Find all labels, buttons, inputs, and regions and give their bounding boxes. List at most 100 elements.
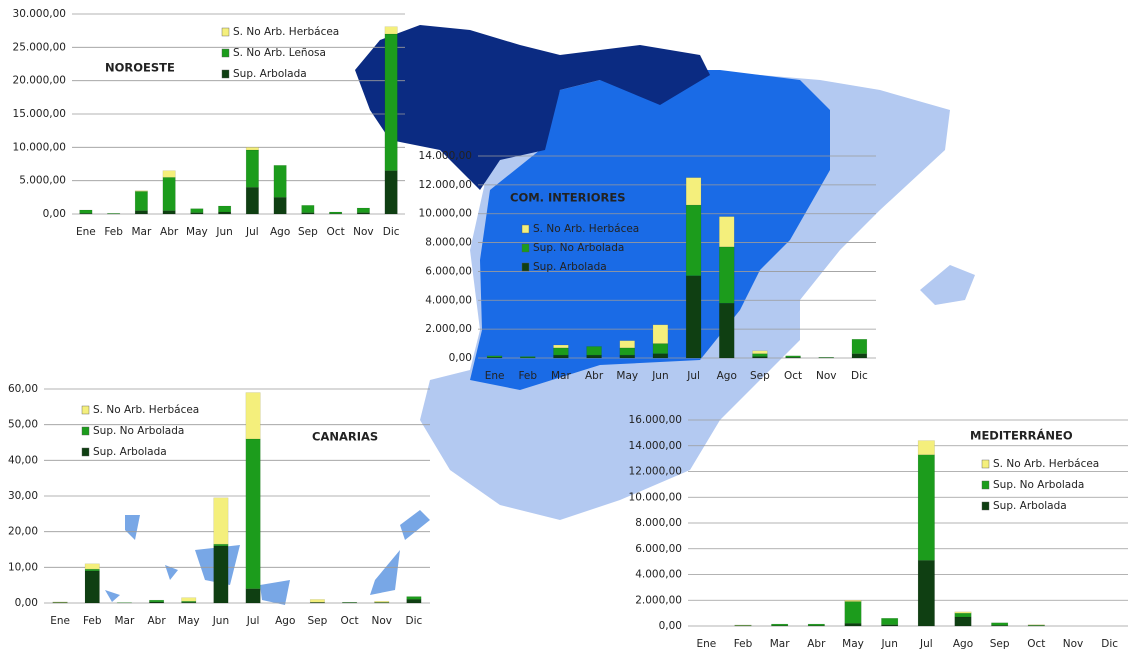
bar-segment bbox=[954, 612, 972, 618]
bar-segment bbox=[273, 165, 287, 198]
legend-label: Sup. Arbolada bbox=[993, 500, 1067, 512]
bar-segment bbox=[309, 599, 325, 603]
chart: 0,00 2.000,00 4.000,00 6.000,00 8.000,00 10.0… bbox=[629, 414, 1128, 650]
bar-segment bbox=[991, 622, 1009, 626]
bar-segment bbox=[881, 618, 899, 625]
legend-label: Sup. Arbolada bbox=[93, 446, 167, 458]
bar-segment bbox=[619, 354, 635, 359]
x-tick-label: Abr bbox=[807, 638, 826, 650]
legend-label: Sup. No Arbolada bbox=[93, 425, 184, 437]
y-tick-label: 10,00 bbox=[8, 561, 38, 573]
x-tick-label: Ago bbox=[275, 615, 295, 627]
bar-segment bbox=[162, 170, 176, 178]
y-tick-label: 25.000,00 bbox=[13, 41, 66, 53]
bar-segment bbox=[917, 560, 935, 627]
bar-segment bbox=[406, 596, 422, 600]
legend-swatch bbox=[81, 447, 90, 457]
x-tick-label: Sep bbox=[750, 370, 770, 382]
legend-swatch bbox=[521, 224, 530, 234]
legend-swatch bbox=[221, 48, 230, 58]
x-tick-label: Ene bbox=[485, 370, 505, 382]
x-tick-label: Mar bbox=[115, 615, 135, 627]
bar-segment bbox=[685, 275, 702, 359]
x-tick-label: Nov bbox=[372, 615, 393, 627]
bar-segment bbox=[162, 177, 176, 211]
bar-segment bbox=[851, 338, 868, 354]
bar-segment bbox=[807, 623, 825, 626]
x-tick-label: May bbox=[186, 226, 208, 238]
legend-label: S. No Arb. Leñosa bbox=[233, 47, 326, 59]
bar-segment bbox=[719, 246, 735, 304]
bar-segment bbox=[553, 344, 569, 349]
bar-segment bbox=[273, 197, 287, 215]
bar-segment bbox=[844, 623, 862, 627]
bar-segment bbox=[245, 149, 259, 188]
x-tick-label: Mar bbox=[770, 638, 790, 650]
bar-segment bbox=[84, 563, 100, 570]
bar-segment bbox=[134, 191, 148, 211]
bar-segment bbox=[134, 190, 148, 192]
x-tick-label: Oct bbox=[341, 615, 359, 627]
bar-segment bbox=[301, 212, 315, 215]
chart: 0,00 10,00 20,00 30,00 40,00 50,00 60,00 Ene Feb… bbox=[8, 383, 430, 627]
bar-segment bbox=[79, 209, 93, 214]
bar-segment bbox=[84, 568, 100, 572]
bar-segment bbox=[181, 597, 197, 602]
x-tick-label: Dic bbox=[406, 615, 423, 627]
legend-label: Sup. Arbolada bbox=[533, 261, 607, 273]
x-tick-label: Feb bbox=[734, 638, 753, 650]
x-tick-label: Ene bbox=[50, 615, 70, 627]
y-tick-label: 5.000,00 bbox=[19, 175, 66, 187]
y-tick-label: 2.000,00 bbox=[635, 594, 682, 606]
bar-segment bbox=[213, 543, 229, 547]
x-tick-label: Ago bbox=[953, 638, 973, 650]
bar-segment bbox=[917, 440, 935, 456]
bar-segment bbox=[406, 599, 422, 604]
y-tick-label: 16.000,00 bbox=[629, 414, 682, 426]
bar-segment bbox=[619, 340, 635, 349]
bar-segment bbox=[619, 347, 635, 356]
y-tick-label: 0,00 bbox=[449, 352, 472, 364]
x-tick-label: Jul bbox=[686, 370, 700, 382]
bar-segment bbox=[245, 392, 261, 440]
bar-segment bbox=[134, 210, 148, 215]
y-tick-label: 14.000,00 bbox=[629, 440, 682, 452]
y-tick-label: 40,00 bbox=[8, 454, 38, 466]
bar-segment bbox=[685, 204, 702, 277]
bar-segment bbox=[356, 207, 370, 213]
bar-segment bbox=[752, 353, 768, 357]
x-tick-label: Feb bbox=[104, 226, 123, 238]
chart-title: NOROESTE bbox=[105, 61, 175, 75]
map bbox=[105, 25, 975, 605]
bar-segment bbox=[652, 343, 669, 354]
x-tick-label: Nov bbox=[1063, 638, 1084, 650]
legend-label: Sup. Arbolada bbox=[233, 68, 307, 80]
y-tick-label: 10.000,00 bbox=[629, 491, 682, 503]
legend-swatch bbox=[981, 480, 990, 490]
legend-swatch bbox=[221, 69, 230, 79]
x-tick-label: Ene bbox=[696, 638, 716, 650]
bar-segment bbox=[954, 616, 972, 627]
y-tick-label: 8.000,00 bbox=[635, 517, 682, 529]
legend-swatch bbox=[521, 243, 530, 253]
bar-segment bbox=[844, 600, 862, 602]
x-tick-label: Jun bbox=[651, 370, 668, 382]
bar-segment bbox=[652, 353, 669, 359]
bar-segment bbox=[586, 346, 602, 356]
y-tick-label: 2.000,00 bbox=[425, 323, 472, 335]
chart: 0,00 5.000,00 10.000,00 15.000,00 20.000,00 2… bbox=[13, 8, 405, 238]
x-tick-label: Ene bbox=[76, 226, 96, 238]
bar-segment bbox=[384, 33, 398, 171]
bar-segment bbox=[218, 211, 232, 215]
y-tick-label: 8.000,00 bbox=[425, 237, 472, 249]
bar-segment bbox=[917, 454, 935, 561]
bar-segment bbox=[245, 588, 261, 604]
bar-segment bbox=[954, 611, 972, 614]
legend-label: S. No Arb. Herbácea bbox=[533, 223, 639, 235]
y-tick-label: 4.000,00 bbox=[425, 294, 472, 306]
y-tick-label: 20,00 bbox=[8, 526, 38, 538]
x-tick-label: Mar bbox=[551, 370, 571, 382]
y-tick-label: 10.000,00 bbox=[13, 141, 66, 153]
x-tick-label: Dic bbox=[383, 226, 400, 238]
y-tick-label: 12.000,00 bbox=[629, 466, 682, 478]
